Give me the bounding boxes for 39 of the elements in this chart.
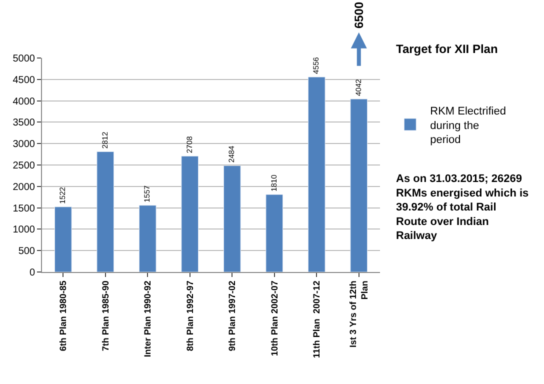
data-label: 4556 — [312, 57, 321, 74]
data-label: 4042 — [354, 79, 363, 96]
y-tick-label: 0 — [29, 268, 36, 278]
bar — [138, 205, 156, 272]
text: Target for XII Plan — [396, 42, 498, 56]
legend-label: RKM Electrified during the period — [430, 105, 506, 146]
y-tick-label: 2000 — [12, 182, 36, 193]
y-tick-label: 500 — [18, 246, 36, 258]
x-tick-label: 9th Plan 1997-02 — [227, 280, 238, 352]
bar — [96, 151, 114, 272]
y-tick-label: 4000 — [12, 96, 36, 108]
text: As on 31.03.2015; 26269 RKMs energised which is 39.92% of total Rail Route over Indian Railway — [396, 173, 529, 242]
y-tick-label: 2500 — [12, 160, 36, 172]
data-label: 1557 — [142, 185, 152, 202]
y-tick-label: 1500 — [12, 203, 36, 214]
x-tick-label: 10th Plan 2002-07 — [269, 280, 280, 356]
bar — [350, 98, 368, 272]
y-tick-label: 3500 — [12, 118, 36, 129]
bar — [266, 194, 284, 272]
data-label: 2708 — [184, 136, 194, 154]
y-tick-label: 1000 — [12, 224, 36, 236]
bar — [308, 76, 326, 272]
y-tick-label: 5000 — [12, 54, 36, 64]
x-tick-label: 11th Plan 2007-12 — [312, 280, 322, 358]
y-tick-label: 3000 — [12, 139, 36, 150]
text: 6500 — [352, 2, 366, 29]
x-tick-label: Ist 3 Yrs of 12th Plan — [348, 280, 370, 348]
bar — [181, 156, 199, 272]
data-label: 2484 — [227, 146, 236, 163]
bar — [54, 206, 72, 272]
x-tick-label: 8th Plan 1992-97 — [184, 280, 195, 352]
data-label: 1810 — [269, 174, 278, 192]
data-label: 1522 — [58, 186, 68, 204]
x-tick-label: 6th Plan 1980-85 — [58, 280, 68, 352]
y-tick-label: 4500 — [12, 74, 36, 86]
data-label: 2812 — [100, 132, 110, 149]
x-tick-label: 7th Plan 1985-90 — [100, 280, 110, 352]
bar — [223, 165, 241, 272]
x-tick-label: Inter Plan 1990-92 — [142, 280, 153, 358]
